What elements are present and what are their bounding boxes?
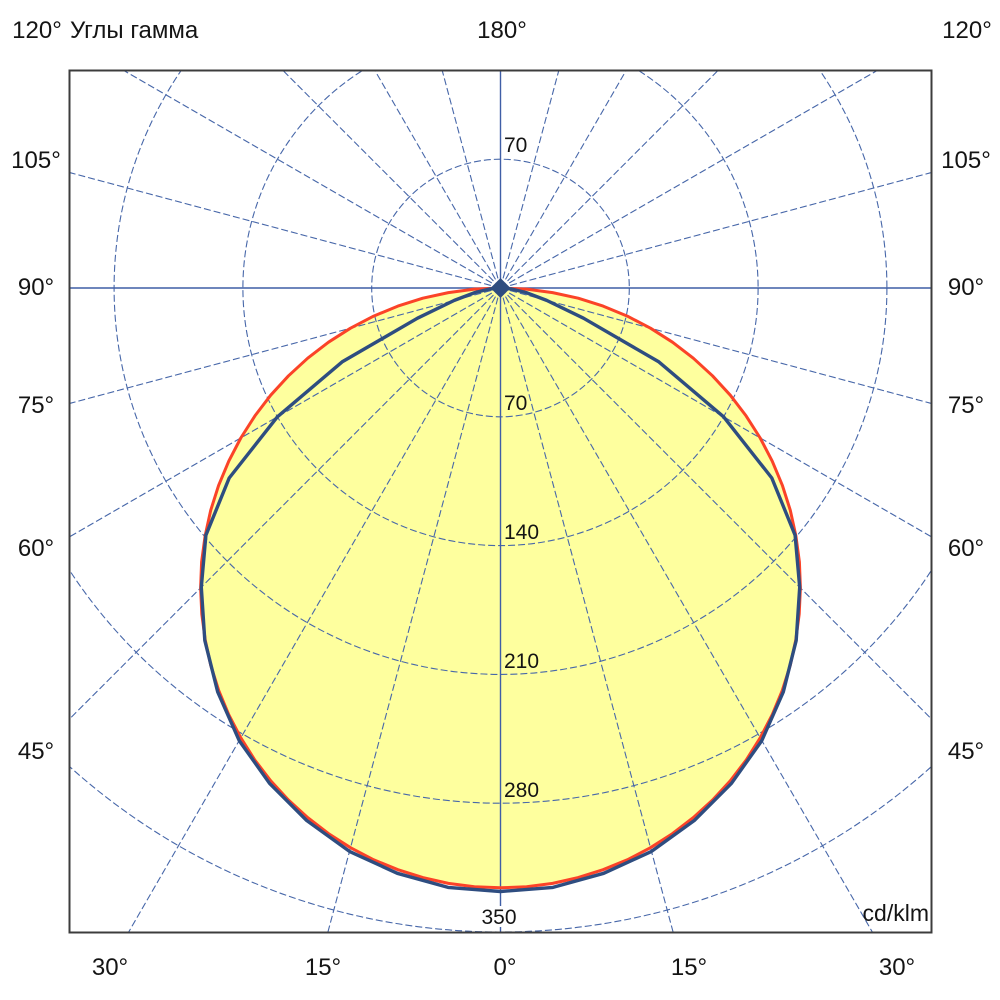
grid-radial-line	[499, 70, 560, 289]
right-axis-labels: 105° 90° 75° 60° 45°	[941, 147, 991, 765]
left-label-105: 105°	[11, 147, 61, 174]
grid-radial-line	[500, 287, 932, 720]
plot-border	[68, 69, 933, 934]
grid-radial-line	[500, 287, 932, 538]
grid-radial-line	[69, 171, 501, 289]
polar-center-diamond-icon	[490, 278, 511, 298]
grid-radial-line	[374, 70, 501, 289]
ring-label-350: 350	[481, 906, 516, 929]
right-label-60: 60°	[948, 535, 984, 562]
ring-label-140: 140	[504, 521, 539, 544]
right-label-75: 75°	[948, 392, 984, 419]
top-center-label: 180°	[477, 17, 527, 44]
left-label-45: 45°	[18, 738, 54, 765]
grid-radial-line	[500, 70, 627, 289]
grid-radial-line	[500, 287, 932, 405]
grid-radial-line	[122, 70, 501, 289]
grid-radial-line	[69, 287, 501, 538]
grid-radial-line	[69, 287, 501, 720]
curve-layer	[199, 286, 802, 894]
curve-c90-c270	[199, 286, 802, 894]
grid-radial-line	[69, 287, 501, 405]
ring-value-labels: 70 70 140 210 280 350	[478, 134, 539, 929]
right-label-90: 90°	[948, 274, 984, 301]
right-label-105: 105°	[941, 147, 991, 174]
bottom-label-15-left: 15°	[305, 954, 341, 981]
bottom-label-15-right: 15°	[671, 954, 707, 981]
ring-label-350-mask	[478, 906, 520, 927]
top-right-corner-label: 120°	[942, 17, 992, 44]
left-label-90: 90°	[18, 274, 54, 301]
curve-c0-c180	[199, 286, 802, 890]
bottom-axis-labels: 30° 15° 0° 15° 30°	[92, 954, 915, 981]
grid-radial-line	[127, 287, 501, 933]
grid-radial-line	[499, 287, 674, 933]
bottom-label-0: 0°	[494, 954, 517, 981]
left-axis-labels: 105° 90° 75° 60° 45°	[11, 147, 61, 765]
unit-label: cd/klm	[863, 900, 929, 926]
grid-radial-line	[327, 287, 502, 933]
grid-radial-line	[500, 70, 879, 289]
top-axis-labels: 120° Углы гамма 180° 120°	[12, 17, 992, 44]
grid-radial-line	[500, 70, 719, 289]
ring-label-210: 210	[504, 650, 539, 673]
chart-title: Углы гамма	[70, 17, 199, 44]
right-label-45: 45°	[948, 738, 984, 765]
grid-radial-line	[282, 70, 501, 289]
grid-radial-line	[500, 171, 932, 289]
left-label-60: 60°	[18, 535, 54, 562]
bottom-label-30-left: 30°	[92, 954, 128, 981]
bottom-label-30-right: 30°	[879, 954, 915, 981]
ring-label-280: 280	[504, 779, 539, 802]
ring-label-70: 70	[504, 392, 527, 415]
ring-label-70-upper: 70	[504, 134, 527, 157]
grid-radial-line	[500, 287, 874, 933]
left-label-75: 75°	[18, 392, 54, 419]
top-left-corner-label: 120°	[12, 17, 62, 44]
grid-radial-line	[441, 70, 502, 289]
